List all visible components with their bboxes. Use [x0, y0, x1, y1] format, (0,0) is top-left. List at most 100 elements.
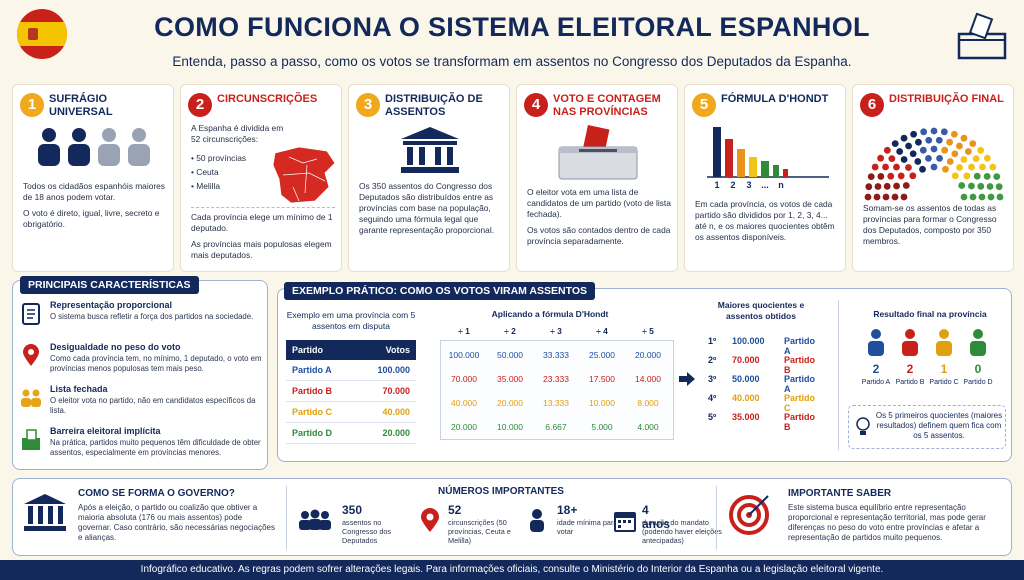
quotient: 35.000	[732, 412, 760, 422]
item-icon	[22, 303, 40, 325]
paragraph: O eleitor vota em uma lista de candidato…	[527, 187, 671, 219]
government-icon	[24, 494, 66, 531]
people-icon	[38, 128, 150, 166]
number-label: idade mínima para votar	[557, 518, 618, 536]
numbers-title: NÚMEROS IMPORTANTES	[438, 486, 564, 497]
seat-dot	[977, 146, 985, 154]
seat-dot	[950, 130, 958, 138]
seat-dot	[942, 165, 949, 173]
paragraph: 50 províncias	[191, 153, 271, 164]
step-number: 3	[356, 93, 380, 117]
seat-dot	[900, 193, 908, 201]
seat-dot	[989, 163, 997, 171]
section-title: PRINCIPAIS CARACTERÍSTICAS	[20, 276, 199, 294]
step-text: Os 350 assentos do Congresso dos Deputad…	[359, 181, 503, 241]
seat-dot	[973, 172, 981, 180]
table-row: Partido C 40.000	[286, 401, 416, 423]
seat-dot	[983, 154, 991, 162]
ballot-icon	[957, 12, 1007, 60]
item-icon	[22, 429, 40, 450]
step-title: DISTRIBUIÇÃO DE ASSENTOS	[385, 93, 483, 118]
footer: Infográfico educativo. As regras podem s…	[0, 560, 1024, 580]
seats: 0	[974, 362, 982, 376]
seat-dot	[979, 163, 986, 171]
item-icon	[21, 389, 41, 407]
characteristic-item: Desigualdade no peso do voto Como cada pr…	[20, 342, 264, 384]
ranking-title: Maiores quocientes e assentos obtidos	[717, 300, 805, 321]
quotient: 4.000	[637, 422, 659, 432]
seat-dot	[946, 158, 954, 165]
seat-dot	[910, 130, 918, 138]
seat-dot	[960, 193, 968, 201]
seat-dot	[873, 193, 881, 201]
paragraph: Cada província elege um mínimo de 1 depu…	[191, 212, 333, 233]
quotient: 50.000	[732, 374, 760, 384]
seat-dot	[930, 163, 938, 171]
quotient: 33.333	[543, 350, 569, 360]
divisor: ÷ 4	[596, 326, 608, 336]
characteristics-list: Representação proporcional O sistema busc…	[20, 300, 264, 468]
item-text: Como cada província tem, no mínimo, 1 de…	[50, 354, 262, 373]
seat-dot	[930, 145, 938, 153]
chart-label: 1	[714, 180, 719, 190]
spain-flag	[17, 9, 67, 59]
seats: 2	[906, 362, 914, 376]
quotient: 20.000	[451, 422, 477, 432]
number-value: 4 anos	[642, 503, 671, 531]
step-card: 1 SUFRÁGIO UNIVERSAL Todos os cidadãos e…	[12, 84, 174, 272]
number-icon	[530, 509, 544, 532]
table-cell: 40.000	[356, 401, 416, 423]
party-figure	[970, 329, 986, 356]
seat-dot	[951, 172, 959, 180]
seat-dot	[905, 142, 912, 150]
note: Os 5 primeiros quocientes (maiores resul…	[875, 411, 1003, 440]
note-box: Os 5 primeiros quocientes (maiores resul…	[848, 405, 1006, 449]
quotient: 100.000	[732, 336, 765, 346]
table-cell: Partido A	[286, 360, 357, 381]
spain-map	[272, 146, 336, 204]
seat-dot	[877, 173, 885, 180]
number-icon	[614, 512, 636, 532]
step-number: 1	[20, 93, 44, 117]
seat-dot	[883, 146, 891, 154]
seat-dot	[925, 136, 933, 144]
number-label: duração do mandato (podendo haver eleiçõ…	[642, 518, 722, 545]
rank: 1º	[708, 336, 717, 346]
separator	[286, 486, 287, 550]
paragraph: Somam-se os assentos de todas as provínc…	[863, 203, 997, 246]
step-text: Somam-se os assentos de todas as provínc…	[863, 203, 1007, 252]
quotient: 35.000	[497, 374, 523, 384]
paragraph: Todos os cidadãos espanhóis maiores de 1…	[23, 181, 165, 202]
building-icon	[401, 127, 459, 173]
chart-label: 3	[746, 180, 751, 190]
seat-dot	[930, 127, 938, 135]
party: Partido A	[784, 336, 816, 356]
party-name: Partido B	[895, 379, 925, 386]
rank: 5º	[708, 412, 717, 422]
step-text: Todos os cidadãos espanhóis maiores de 1…	[23, 181, 167, 235]
seat-dot	[909, 172, 917, 180]
seat-dot	[968, 163, 975, 171]
step-card: 4 VOTO E CONTAGEM NAS PROVÍNCIAS O eleit…	[516, 84, 678, 272]
example-intro: Exemplo em uma província com 5 assentos …	[286, 310, 416, 331]
bottom-box	[12, 478, 1012, 556]
section-title: EXEMPLO PRÁTICO: COMO OS VOTOS VIRAM ASS…	[284, 282, 596, 300]
quotient: 100.000	[448, 350, 480, 360]
subtitle: Entenda, passo a passo, como os votos se…	[172, 54, 852, 69]
item-text: O sistema busca refletir a força dos par…	[50, 312, 254, 321]
step-title: SUFRÁGIO UNIVERSAL	[49, 93, 113, 118]
divisor: ÷ 2	[504, 326, 516, 336]
divisor: ÷ 5	[642, 326, 654, 336]
quotient: 10.000	[497, 422, 523, 432]
seat-dot	[893, 182, 900, 190]
header-cell: Votos	[356, 340, 416, 360]
quotient: 6.667	[545, 422, 567, 432]
seat-dot	[986, 183, 994, 190]
party-name: Partido A	[861, 379, 891, 386]
seat-dot	[902, 182, 910, 189]
seat-dot	[996, 193, 1004, 201]
quotient: 40.000	[732, 393, 760, 403]
party-figure	[902, 329, 918, 356]
table-cell: 70.000	[356, 380, 416, 402]
step-card: 3 DISTRIBUIÇÃO DE ASSENTOS Os 350 assent…	[348, 84, 510, 272]
